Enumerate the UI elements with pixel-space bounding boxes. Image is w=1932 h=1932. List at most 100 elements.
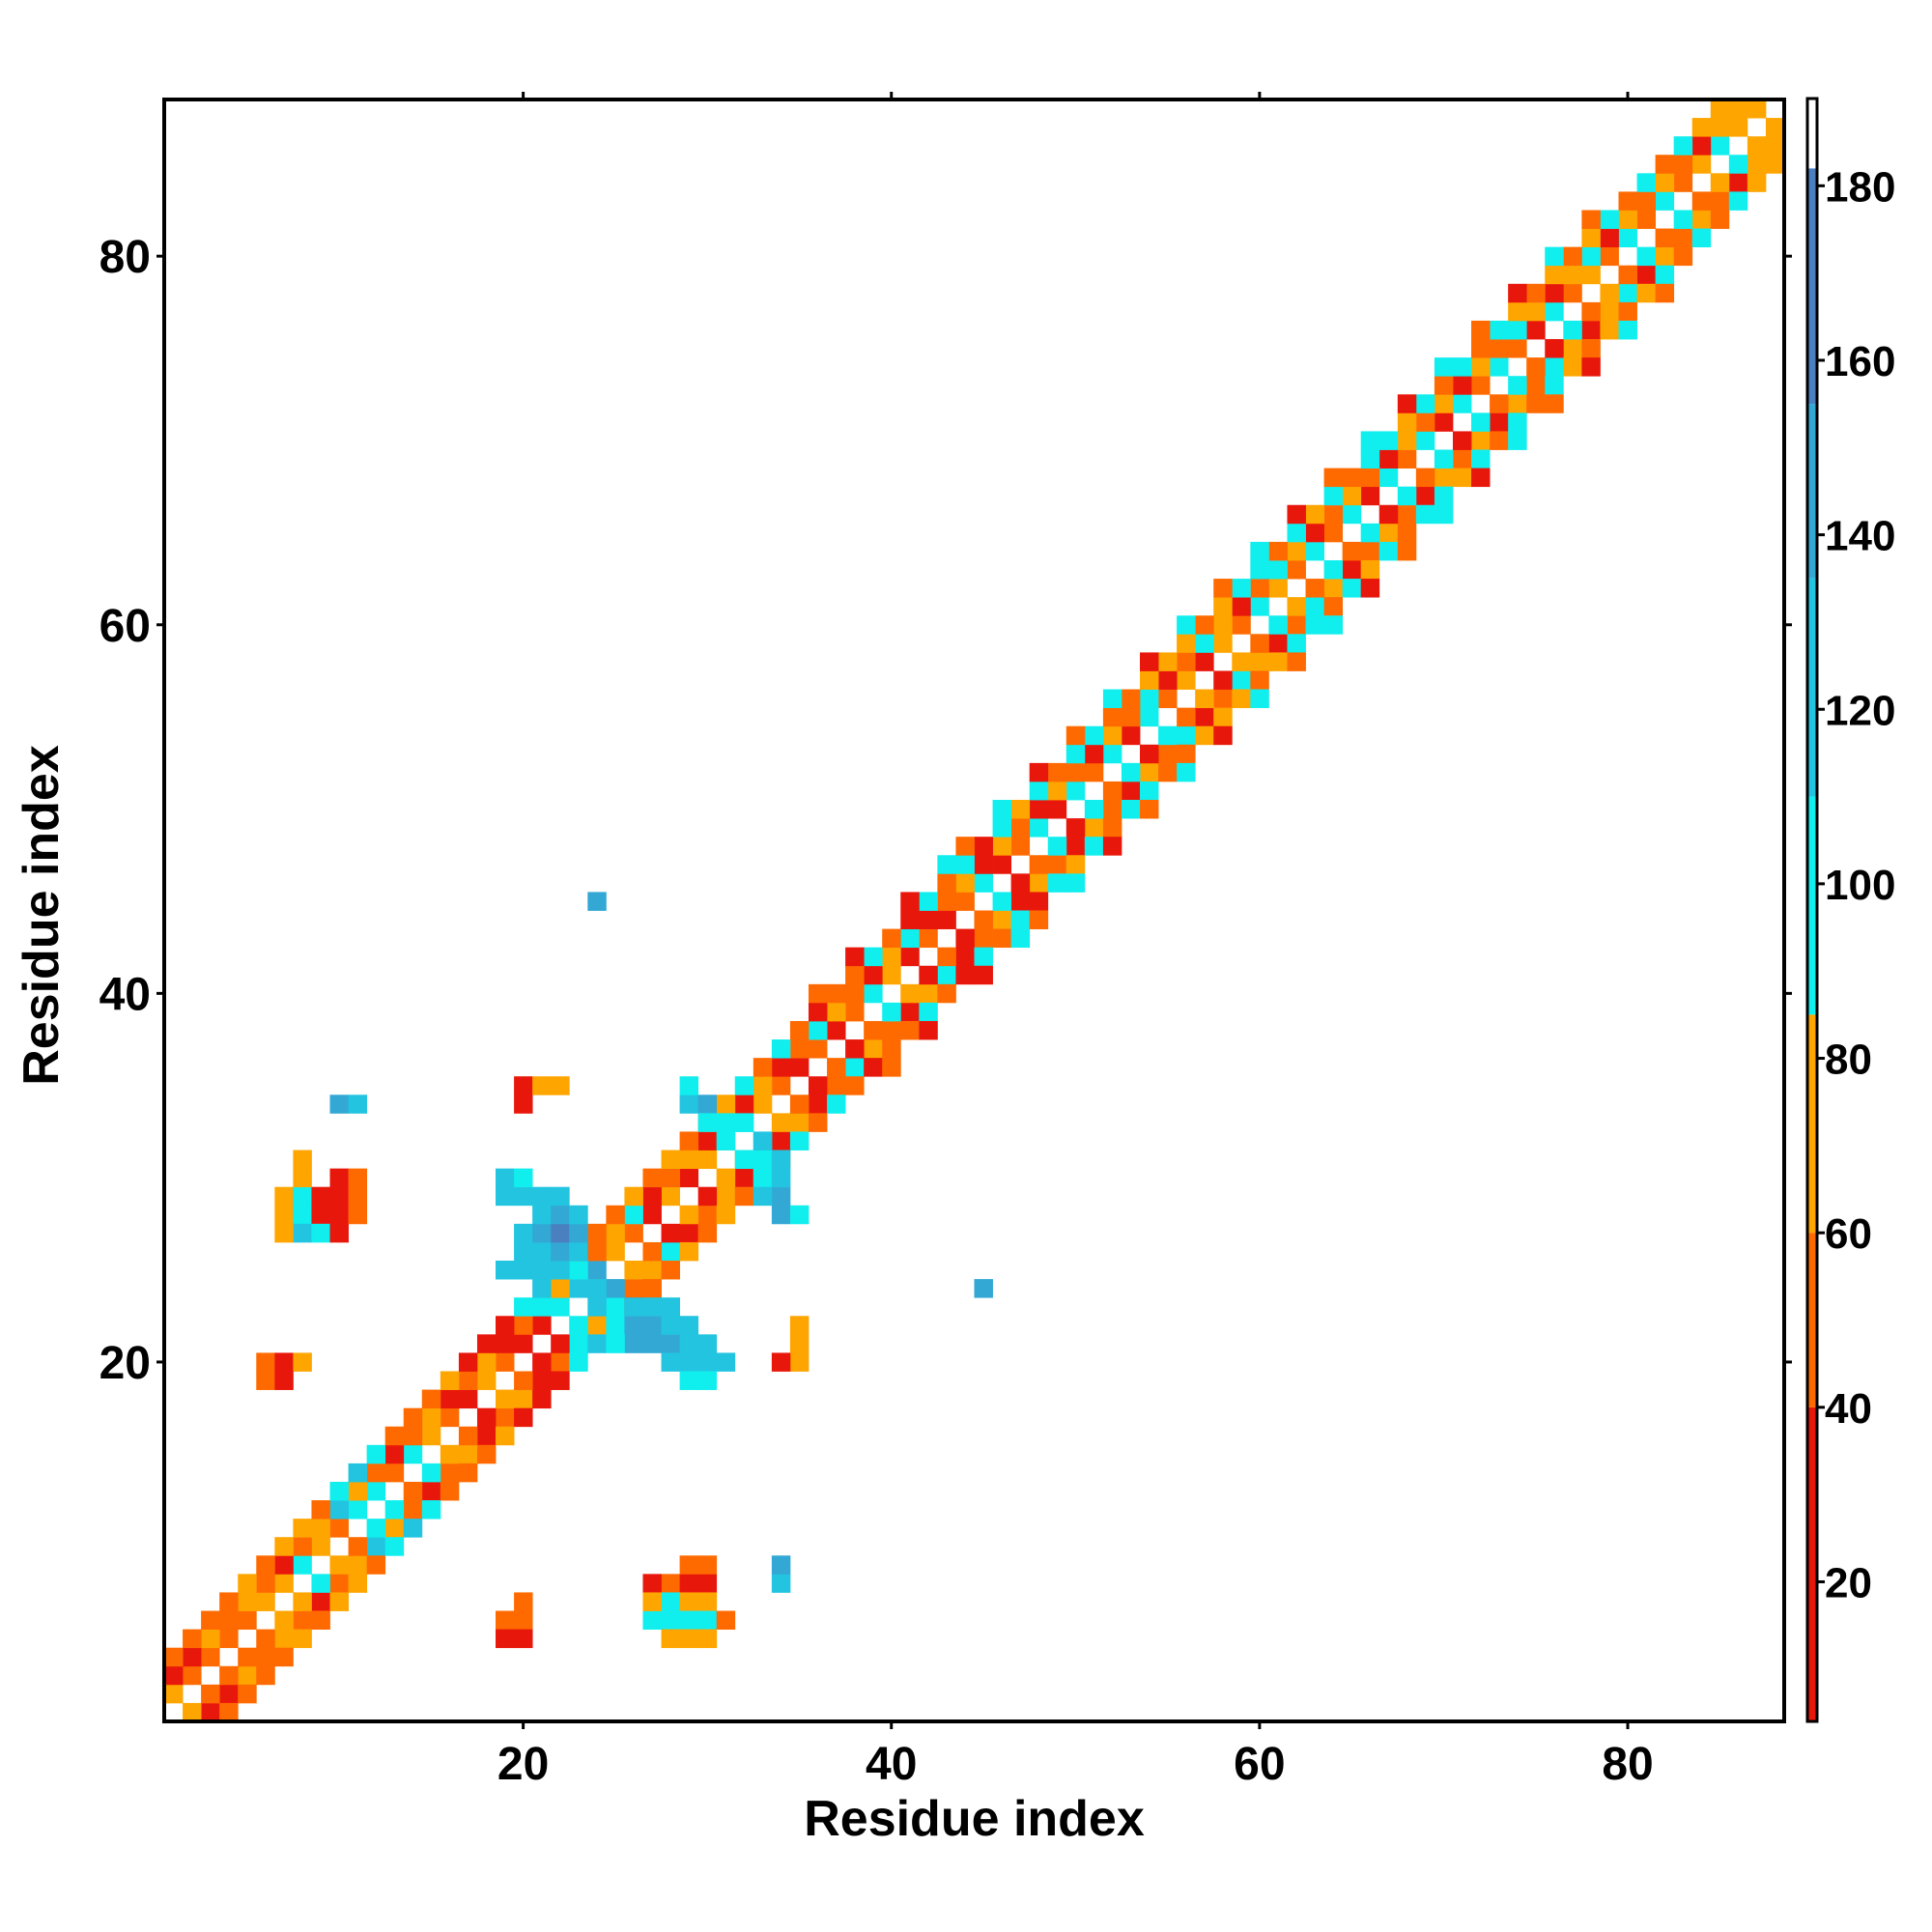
heatmap-cell <box>569 1223 588 1243</box>
heatmap-cell <box>496 1334 515 1353</box>
heatmap-cell <box>789 1131 810 1151</box>
heatmap-cell <box>808 983 828 1004</box>
y-tick-label: 80 <box>99 232 151 283</box>
heatmap-cell <box>1563 283 1582 303</box>
heatmap-cell <box>348 1537 368 1556</box>
heatmap-cell <box>716 1352 736 1372</box>
heatmap-cell <box>1508 412 1527 432</box>
heatmap-cell <box>532 1316 552 1335</box>
heatmap-cell <box>1195 634 1214 653</box>
heatmap-cell <box>532 1352 552 1372</box>
heatmap-cell <box>1250 597 1269 616</box>
heatmap-cell <box>348 1481 368 1501</box>
heatmap-cell <box>771 1131 791 1151</box>
heatmap-cell <box>293 1610 312 1630</box>
heatmap-cell <box>789 1334 810 1353</box>
heatmap-cell <box>1471 449 1491 469</box>
heatmap-cell <box>293 1150 312 1170</box>
heatmap-cell <box>587 1279 607 1298</box>
heatmap-cell <box>440 1481 460 1501</box>
heatmap-cell <box>716 1094 736 1114</box>
heatmap-cell <box>1195 689 1214 709</box>
colorbar-tick-label: 100 <box>1825 862 1895 909</box>
heatmap-cell <box>329 1168 349 1188</box>
heatmap-cell <box>827 1002 846 1022</box>
x-tick-label: 60 <box>1234 1739 1285 1790</box>
heatmap-cell <box>1177 744 1196 764</box>
heatmap-cell <box>1655 228 1675 248</box>
heatmap-cell <box>1140 689 1159 709</box>
heatmap-cell <box>274 1352 294 1372</box>
heatmap-cell <box>1636 283 1657 303</box>
heatmap-cell <box>955 928 975 949</box>
heatmap-cell <box>1434 394 1454 413</box>
heatmap-cell <box>697 1592 718 1611</box>
heatmap-cell <box>1287 559 1306 580</box>
heatmap-cell <box>624 1261 643 1280</box>
heatmap-cell <box>1600 301 1619 322</box>
heatmap-cell <box>311 1205 330 1225</box>
heatmap-cell <box>697 1574 718 1593</box>
heatmap-cell <box>366 1481 386 1501</box>
heatmap-cell <box>532 1186 552 1207</box>
heatmap-cell <box>348 1574 368 1593</box>
heatmap-cell <box>1545 339 1564 358</box>
heatmap-cell <box>882 947 901 967</box>
heatmap-cell <box>1287 541 1306 561</box>
heatmap-cell <box>1434 468 1454 488</box>
heatmap-cell <box>1268 652 1288 671</box>
heatmap-cell <box>366 1519 386 1538</box>
heatmap-cell <box>697 1555 718 1575</box>
heatmap-cell <box>1655 191 1675 211</box>
colorbar-frame <box>1805 97 1819 1723</box>
heatmap-cell <box>1471 412 1491 432</box>
heatmap-cell <box>1655 155 1675 174</box>
heatmap-cell <box>937 910 956 929</box>
heatmap-cell <box>311 1223 330 1243</box>
heatmap-cell <box>311 1519 330 1538</box>
heatmap-cell <box>1618 283 1637 303</box>
heatmap-cell <box>919 910 938 929</box>
colorbar-band <box>1807 168 1817 405</box>
heatmap-cell <box>476 1407 497 1428</box>
heatmap-cell <box>256 1629 275 1649</box>
heatmap-cell <box>771 1113 791 1132</box>
heatmap-cell <box>274 1610 294 1630</box>
colorbar-tick-label: 60 <box>1825 1210 1872 1258</box>
heatmap-cell <box>403 1444 423 1464</box>
heatmap-cell <box>771 1076 791 1095</box>
colorbar-tick-label: 20 <box>1825 1559 1872 1606</box>
heatmap-cell <box>1140 652 1159 671</box>
heatmap-cell <box>864 965 883 985</box>
heatmap-cell <box>532 1297 552 1317</box>
heatmap-cell <box>256 1574 275 1593</box>
heatmap-cell <box>551 1076 570 1095</box>
heatmap-cell <box>753 1168 773 1188</box>
heatmap-cell <box>514 1334 533 1353</box>
heatmap-cell <box>1747 173 1767 192</box>
heatmap-cell <box>514 1241 533 1262</box>
heatmap-cell <box>311 1537 330 1556</box>
heatmap-cell <box>1084 762 1104 782</box>
heatmap-cell <box>496 1316 515 1335</box>
heatmap-cell <box>403 1500 423 1520</box>
heatmap-cell <box>827 1076 846 1095</box>
heatmap-cell <box>624 1205 643 1225</box>
heatmap-cell <box>1618 301 1637 322</box>
heatmap-cell <box>974 928 993 949</box>
heatmap-cell <box>1029 762 1049 782</box>
heatmap-cell <box>1728 173 1748 192</box>
heatmap-cell <box>219 1684 239 1704</box>
heatmap-cell <box>1323 523 1344 543</box>
heatmap-cell <box>1747 155 1767 174</box>
heatmap-cell <box>1526 301 1546 322</box>
heatmap-cell <box>514 1610 533 1630</box>
heatmap-cell <box>661 1629 680 1649</box>
heatmap-cell <box>697 1113 718 1132</box>
heatmap-cell <box>1563 320 1582 340</box>
heatmap-cell <box>1323 579 1344 598</box>
heatmap-cell <box>1673 173 1693 192</box>
heatmap-cell <box>1047 837 1067 856</box>
heatmap-cell <box>1010 910 1031 929</box>
heatmap-cell <box>697 1150 718 1170</box>
